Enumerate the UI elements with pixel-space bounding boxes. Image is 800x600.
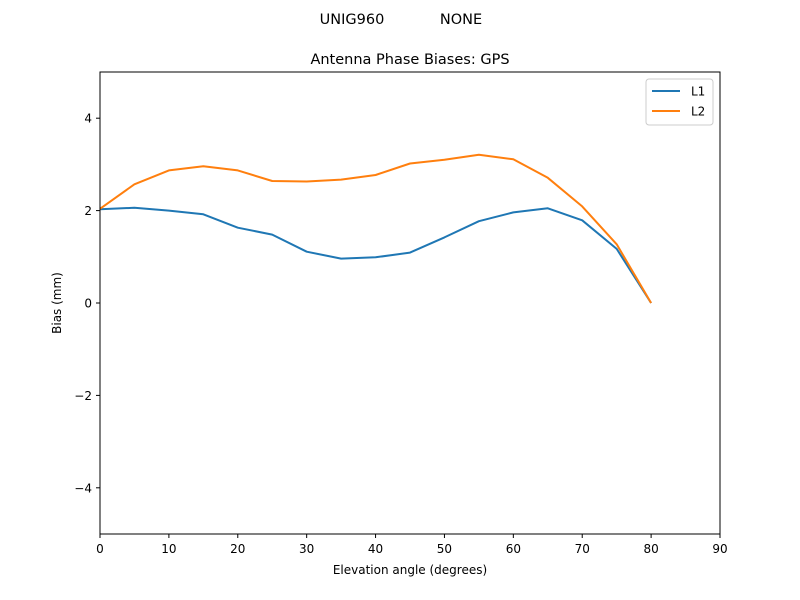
plot-area-frame xyxy=(99,71,721,535)
x-axis-label: Elevation angle (degrees) xyxy=(333,563,487,577)
y-tick-label: 0 xyxy=(84,297,92,311)
x-tick-label: 40 xyxy=(368,542,383,556)
legend-label-l1: L1 xyxy=(691,85,705,99)
x-tick-label: 10 xyxy=(161,542,176,556)
y-tick-label: −2 xyxy=(74,389,92,403)
y-tick-label: 4 xyxy=(84,112,92,126)
y-axis-ticks: −4 −2 0 2 4 xyxy=(74,112,100,495)
series-line-l1 xyxy=(99,206,652,304)
x-tick-label: 0 xyxy=(96,542,104,556)
x-tick-label: 60 xyxy=(506,542,521,556)
legend: L1 L2 xyxy=(645,78,714,126)
x-axis-ticks: 0 10 20 30 40 50 60 70 80 90 xyxy=(96,534,728,556)
x-tick-label: 80 xyxy=(643,542,658,556)
legend-label-l2: L2 xyxy=(691,105,705,119)
x-tick-label: 30 xyxy=(299,542,314,556)
plot-lines xyxy=(99,153,652,304)
chart-title: Antenna Phase Biases: GPS xyxy=(310,52,509,68)
series-line-l2 xyxy=(99,153,652,304)
chart-suptitle-left: UNIG960 xyxy=(320,12,385,28)
x-tick-label: 90 xyxy=(712,542,727,556)
x-tick-label: 20 xyxy=(230,542,245,556)
x-tick-label: 50 xyxy=(437,542,452,556)
chart-suptitle-right: NONE xyxy=(440,12,482,28)
y-tick-label: −4 xyxy=(74,481,92,495)
x-tick-label: 70 xyxy=(575,542,590,556)
y-tick-label: 2 xyxy=(84,204,92,218)
y-axis-label: Bias (mm) xyxy=(50,272,64,334)
